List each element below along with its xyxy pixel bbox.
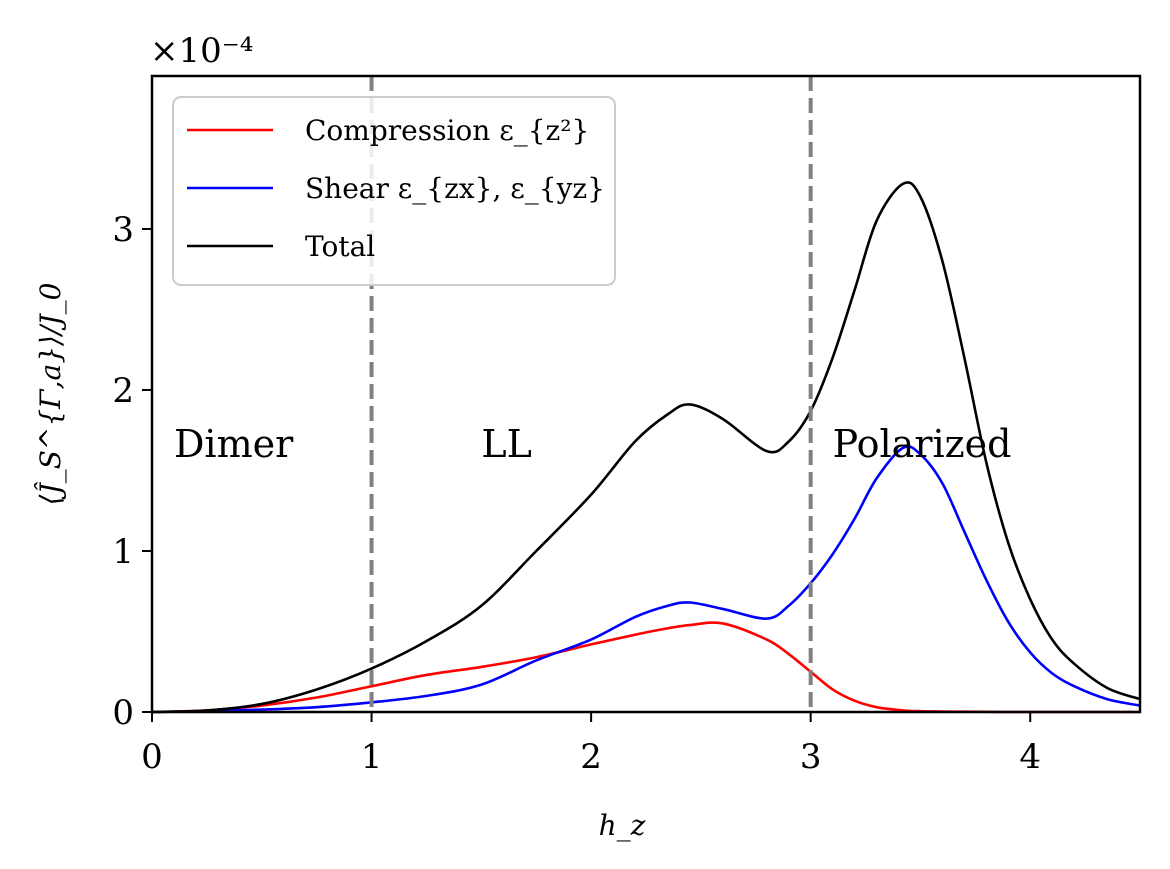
series-line-1	[151, 445, 1141, 714]
x-tick-label: 2	[580, 737, 602, 777]
x-tick-label: 3	[800, 737, 822, 777]
y-tick-label: 3	[112, 210, 134, 250]
region-label: Polarized	[833, 422, 1012, 466]
x-tick-label: 4	[1019, 737, 1041, 777]
legend-label: Compression ε_{z²}	[305, 114, 589, 147]
x-axis-label: h_z	[599, 809, 646, 842]
legend-box	[172, 96, 616, 286]
y-tick-label: 0	[112, 693, 134, 733]
y-axis-label: ⟨Ĵ_S^{Γ,a}⟩/J_0	[34, 283, 67, 506]
phase-boundaries	[369, 76, 813, 712]
legend: Compression ε_{z²} Shear ε_{zx}, ε_{yz} To…	[172, 96, 616, 286]
legend-label: Total	[305, 230, 375, 263]
region-label: Dimer	[174, 422, 294, 466]
annotations: Dimer LL Polarized	[174, 422, 1012, 466]
x-tick-label: 1	[361, 737, 383, 777]
legend-label: Shear ε_{zx}, ε_{yz}	[305, 172, 605, 205]
series-line-2	[151, 181, 1141, 714]
region-label: LL	[481, 422, 531, 466]
plot-frame	[150, 74, 1142, 714]
y-offset-text: ×10⁻⁴	[150, 31, 253, 71]
axis-ticks: 0 1 2 3 4 0 1 2 3	[112, 210, 1041, 777]
x-tick-label: 0	[141, 737, 163, 777]
y-tick-label: 1	[112, 532, 134, 572]
series-line-0	[151, 621, 1140, 714]
y-tick-label: 2	[112, 371, 134, 411]
